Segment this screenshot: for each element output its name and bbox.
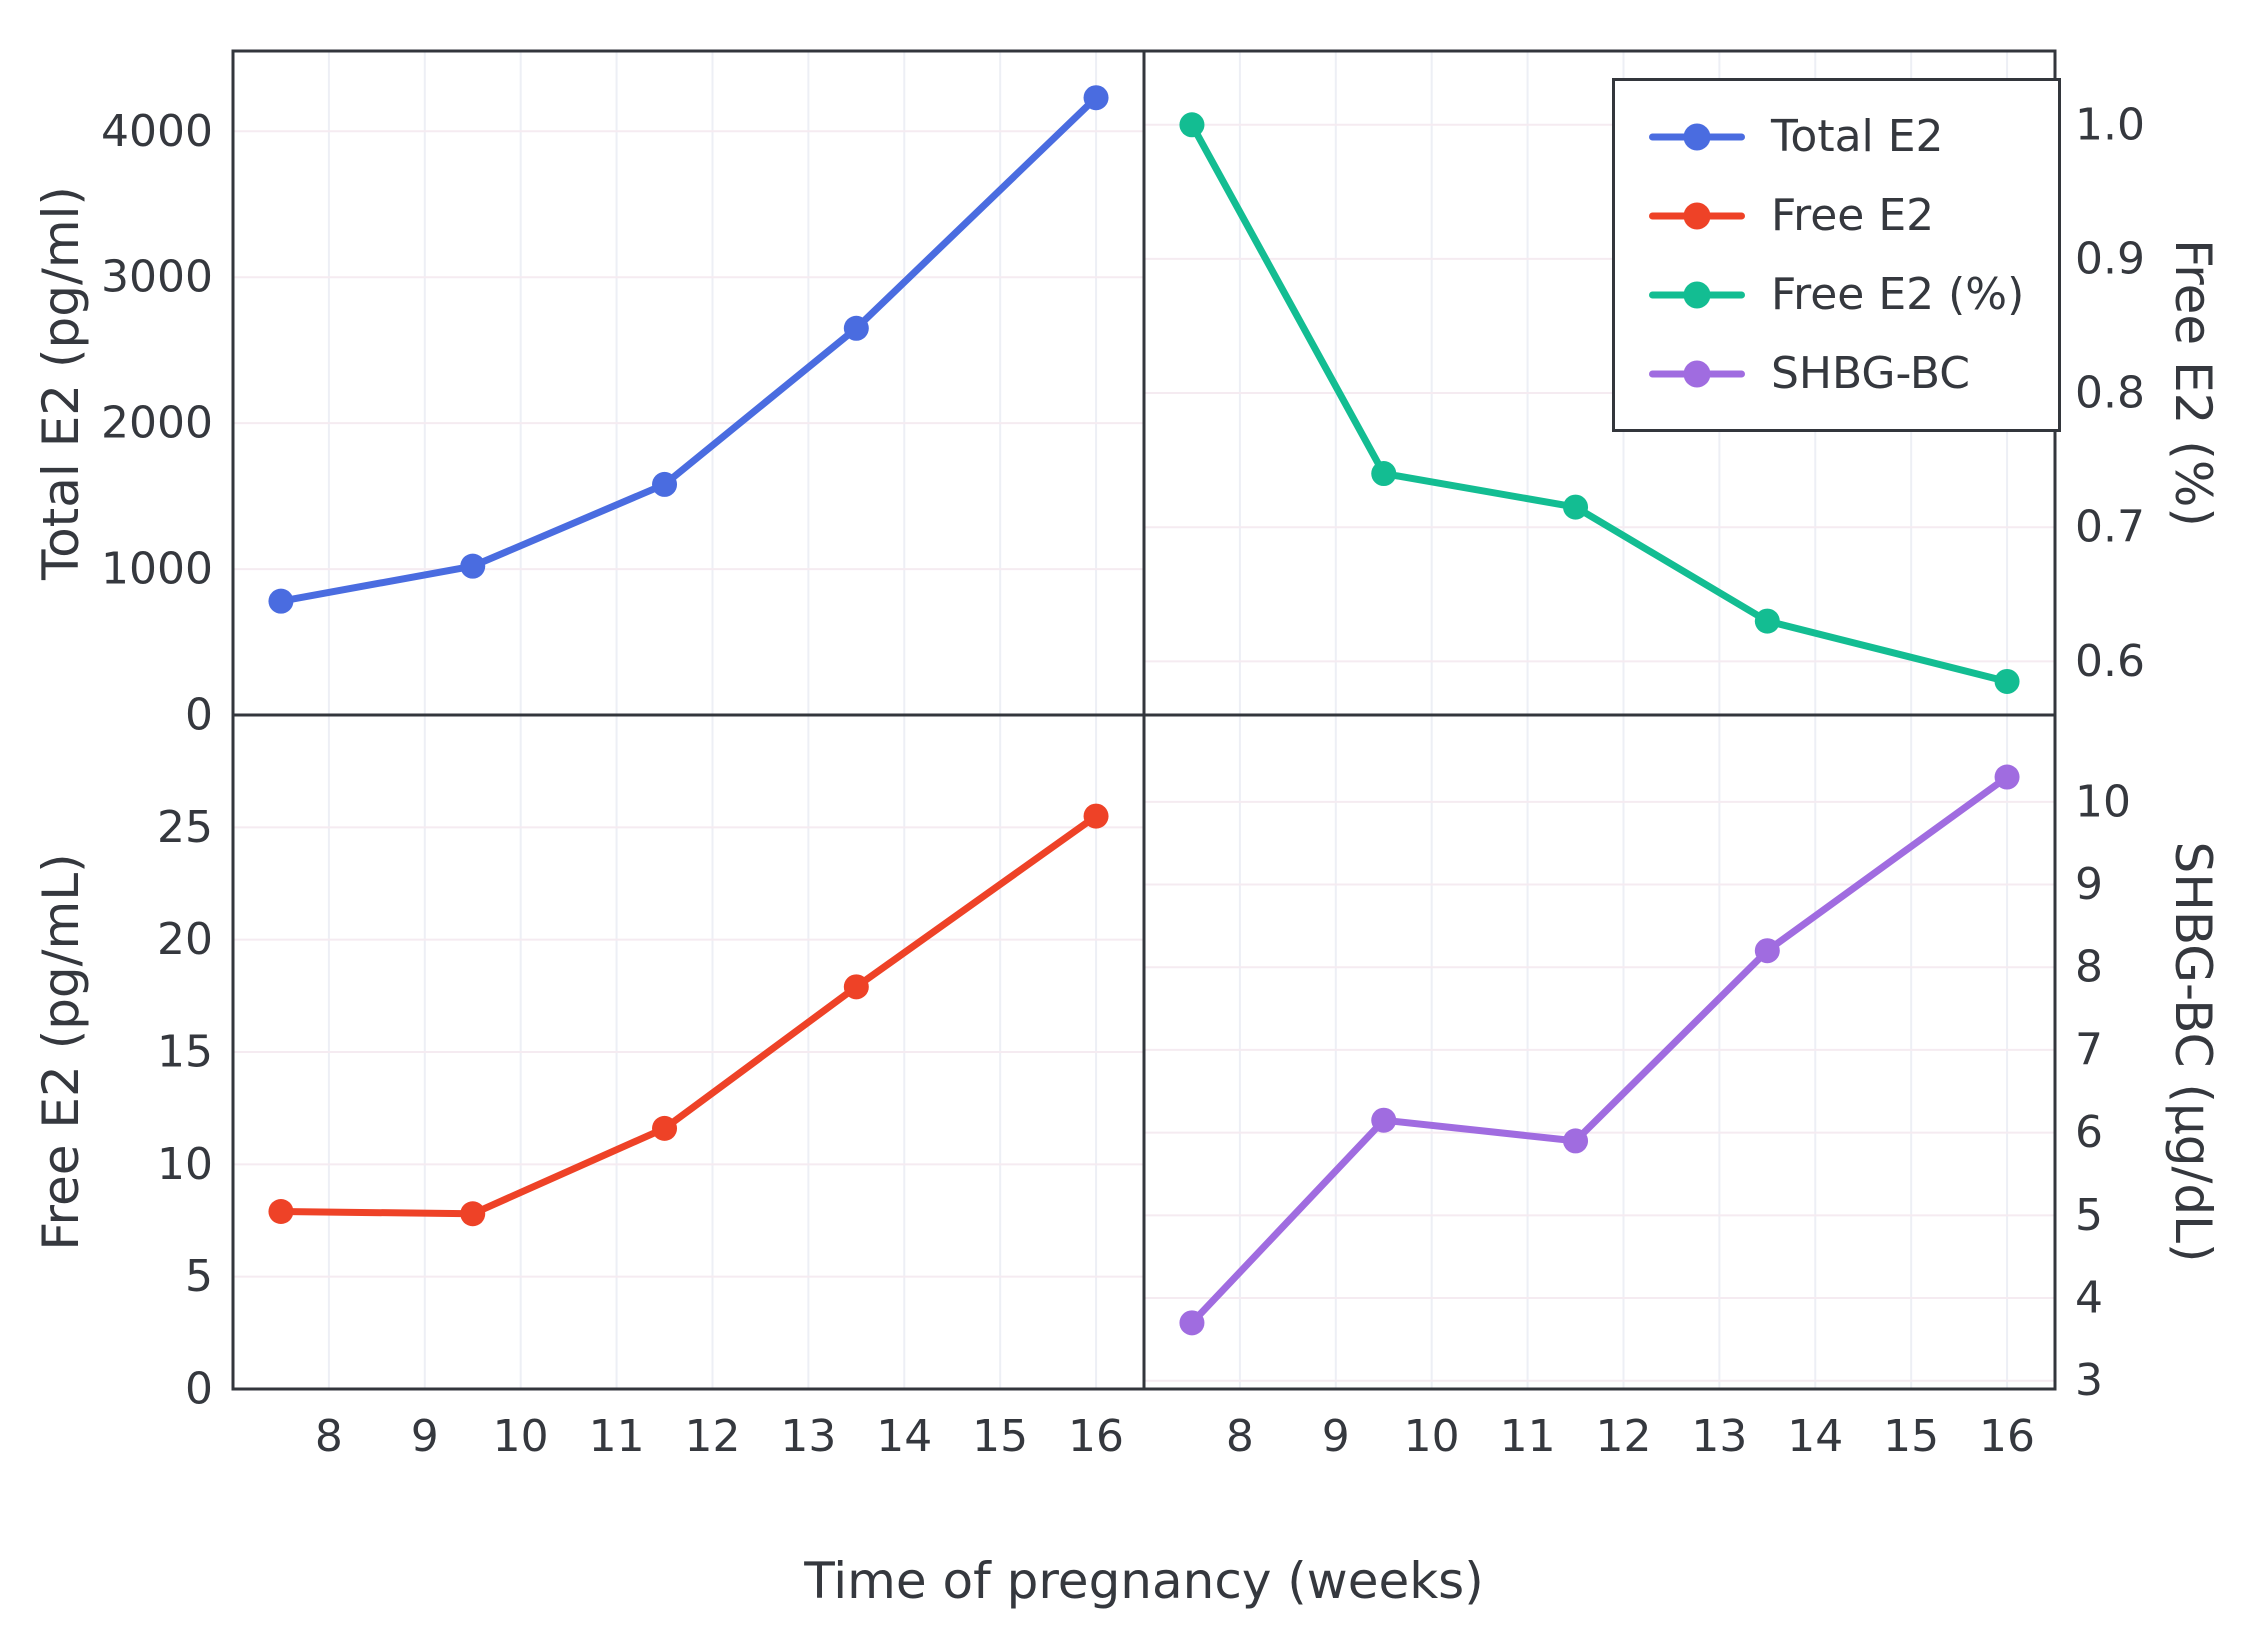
y-tick-label: 0.7 bbox=[2075, 502, 2145, 553]
legend-label: Total E2 bbox=[1771, 111, 1944, 162]
y-tick-label: 0.8 bbox=[2075, 368, 2145, 419]
data-point bbox=[460, 1201, 486, 1227]
x-tick-label: 9 bbox=[411, 1411, 439, 1462]
legend-marker-icon bbox=[1649, 360, 1745, 388]
x-tick-label: 9 bbox=[1322, 1411, 1350, 1462]
y-tick-label: 15 bbox=[157, 1027, 213, 1078]
y-tick-label: 4000 bbox=[101, 106, 213, 157]
y-axis-label-free-e2-pct: Free E2 (%) bbox=[2164, 239, 2222, 527]
x-tick-label: 15 bbox=[1883, 1411, 1939, 1462]
x-tick-label: 8 bbox=[315, 1411, 343, 1462]
data-point bbox=[268, 588, 294, 614]
y-axis-label-total-e2: Total E2 (pg/ml) bbox=[32, 186, 90, 580]
legend: Total E2 Free E2 Free E2 (%) SHBG-BC bbox=[1612, 78, 2062, 432]
data-point bbox=[1994, 668, 2020, 694]
data-point bbox=[843, 974, 869, 1000]
y-tick-label: 5 bbox=[185, 1251, 213, 1302]
legend-marker-icon bbox=[1649, 281, 1745, 309]
legend-item-shbg-bc: SHBG-BC bbox=[1649, 348, 2024, 399]
data-point bbox=[1371, 461, 1397, 487]
x-axis-label: Time of pregnancy (weeks) bbox=[804, 1552, 1484, 1610]
x-tick-label: 12 bbox=[684, 1411, 740, 1462]
y-tick-label: 1.0 bbox=[2075, 99, 2145, 150]
panel-border bbox=[231, 49, 1146, 717]
x-tick-label: 16 bbox=[1979, 1411, 2035, 1462]
legend-dot bbox=[1683, 123, 1711, 150]
data-point bbox=[1083, 85, 1109, 111]
y-tick-label: 5 bbox=[2075, 1190, 2103, 1241]
y-tick-label: 3 bbox=[2075, 1355, 2103, 1406]
panel-bottom-left: 0 5 10 15 20 25 8 9 10 11 12 13 14 15 16 bbox=[157, 713, 1146, 1462]
x-tick-label: 10 bbox=[1404, 1411, 1460, 1462]
y-tick-label: 2000 bbox=[101, 398, 213, 449]
data-point bbox=[652, 1115, 678, 1141]
data-point bbox=[1754, 608, 1780, 634]
legend-dot bbox=[1683, 281, 1711, 308]
x-tick-label: 15 bbox=[972, 1411, 1028, 1462]
legend-item-free-e2: Free E2 bbox=[1649, 190, 2024, 241]
legend-label: Free E2 bbox=[1771, 190, 1935, 241]
x-tick-label: 12 bbox=[1595, 1411, 1651, 1462]
x-tick-label: 16 bbox=[1068, 1411, 1124, 1462]
x-tick-label: 11 bbox=[589, 1411, 645, 1462]
data-point bbox=[1083, 803, 1109, 829]
data-point bbox=[843, 315, 869, 341]
y-tick-label: 1000 bbox=[101, 544, 213, 595]
x-tick-label: 8 bbox=[1226, 1411, 1254, 1462]
y-tick-label: 0 bbox=[185, 1364, 213, 1415]
panel-bottom-right: 3 4 5 6 7 8 9 10 8 9 10 11 12 13 14 15 16 bbox=[1142, 713, 2131, 1462]
y-tick-label: 10 bbox=[2075, 776, 2131, 827]
data-point bbox=[1754, 938, 1780, 964]
data-point bbox=[1371, 1107, 1397, 1133]
y-axis-label-free-e2: Free E2 (pg/mL) bbox=[32, 853, 90, 1251]
x-tick-label: 14 bbox=[876, 1411, 932, 1462]
y-tick-label: 25 bbox=[157, 802, 213, 853]
y-tick-label: 10 bbox=[157, 1139, 213, 1190]
panel-top-left: 0 1000 2000 3000 4000 bbox=[101, 49, 1146, 741]
y-tick-label: 0.6 bbox=[2075, 636, 2145, 687]
panel-border bbox=[1142, 713, 2057, 1391]
y-tick-label: 20 bbox=[157, 914, 213, 965]
x-tick-label: 13 bbox=[1691, 1411, 1747, 1462]
y-tick-label: 7 bbox=[2075, 1024, 2103, 1075]
x-tick-label: 10 bbox=[493, 1411, 549, 1462]
x-tick-label: 11 bbox=[1500, 1411, 1556, 1462]
y-tick-label: 4 bbox=[2075, 1273, 2103, 1324]
data-point bbox=[1563, 1128, 1589, 1154]
legend-marker-icon bbox=[1649, 123, 1745, 151]
y-tick-label: 0.9 bbox=[2075, 233, 2145, 284]
series-line-total-e2 bbox=[277, 94, 1100, 605]
legend-marker-icon bbox=[1649, 202, 1745, 230]
data-point bbox=[1179, 112, 1205, 138]
data-point bbox=[1179, 1310, 1205, 1336]
x-tick-label: 14 bbox=[1787, 1411, 1843, 1462]
y-tick-label: 3000 bbox=[101, 252, 213, 303]
series-line-free-e2 bbox=[277, 812, 1100, 1218]
data-point bbox=[268, 1199, 294, 1225]
x-tick-label: 13 bbox=[780, 1411, 836, 1462]
legend-item-free-e2-: Free E2 (%) bbox=[1649, 269, 2024, 320]
legend-label: Free E2 (%) bbox=[1771, 269, 2025, 320]
legend-label: SHBG-BC bbox=[1771, 348, 1970, 399]
y-tick-label: 6 bbox=[2075, 1107, 2103, 1158]
y-axis-label-shbg-bc: SHBG-BC (µg/dL) bbox=[2164, 841, 2222, 1263]
data-point bbox=[1563, 494, 1589, 520]
legend-item-total-e2: Total E2 bbox=[1649, 111, 2024, 162]
y-tick-label: 8 bbox=[2075, 942, 2103, 993]
legend-dot bbox=[1683, 360, 1711, 387]
data-point bbox=[652, 471, 678, 497]
data-point bbox=[460, 553, 486, 579]
data-point bbox=[1994, 764, 2020, 790]
legend-dot bbox=[1683, 202, 1711, 229]
y-tick-label: 0 bbox=[185, 690, 213, 741]
y-tick-label: 9 bbox=[2075, 859, 2103, 910]
